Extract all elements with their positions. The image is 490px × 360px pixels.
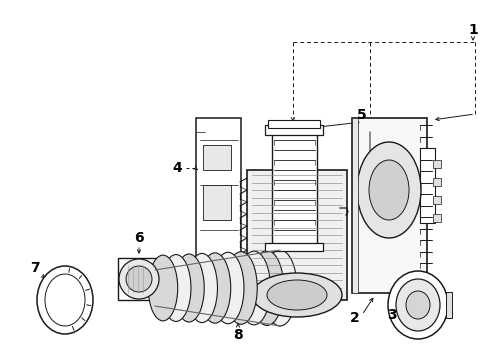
Bar (203, 185, 231, 220)
Bar (268, 120, 320, 128)
Text: 5: 5 (357, 108, 367, 122)
Bar (433, 196, 441, 204)
Text: 2: 2 (350, 311, 360, 325)
Bar (265, 125, 323, 135)
Ellipse shape (267, 280, 327, 310)
Bar (352, 118, 358, 293)
Ellipse shape (37, 266, 93, 334)
Ellipse shape (161, 255, 191, 321)
Ellipse shape (199, 253, 231, 323)
Bar (203, 145, 231, 170)
Ellipse shape (250, 251, 284, 325)
Text: 6: 6 (134, 231, 144, 245)
Ellipse shape (406, 291, 430, 319)
Bar (247, 170, 347, 300)
Bar (265, 243, 323, 251)
Text: 1: 1 (468, 23, 478, 37)
Ellipse shape (119, 259, 159, 299)
Text: 8: 8 (233, 328, 243, 342)
Bar (446, 292, 452, 318)
Bar (118, 258, 160, 300)
Bar (352, 118, 427, 293)
Ellipse shape (126, 266, 152, 292)
Ellipse shape (225, 252, 257, 324)
Ellipse shape (357, 142, 421, 238)
Ellipse shape (396, 279, 440, 331)
Ellipse shape (388, 271, 448, 339)
Ellipse shape (369, 160, 409, 220)
Bar (196, 118, 241, 286)
Bar (433, 214, 441, 222)
Ellipse shape (45, 274, 85, 326)
Ellipse shape (212, 252, 244, 324)
Bar (210, 255, 228, 273)
Ellipse shape (187, 253, 218, 323)
Ellipse shape (263, 250, 297, 326)
Ellipse shape (174, 254, 204, 322)
Ellipse shape (148, 255, 178, 321)
Bar (433, 178, 441, 186)
Bar (420, 148, 435, 223)
Ellipse shape (238, 251, 270, 325)
Bar (272, 130, 317, 245)
Ellipse shape (252, 273, 342, 317)
Text: 3: 3 (387, 308, 397, 322)
Text: 4: 4 (172, 161, 182, 175)
Bar (433, 160, 441, 168)
Text: 7: 7 (30, 261, 40, 275)
